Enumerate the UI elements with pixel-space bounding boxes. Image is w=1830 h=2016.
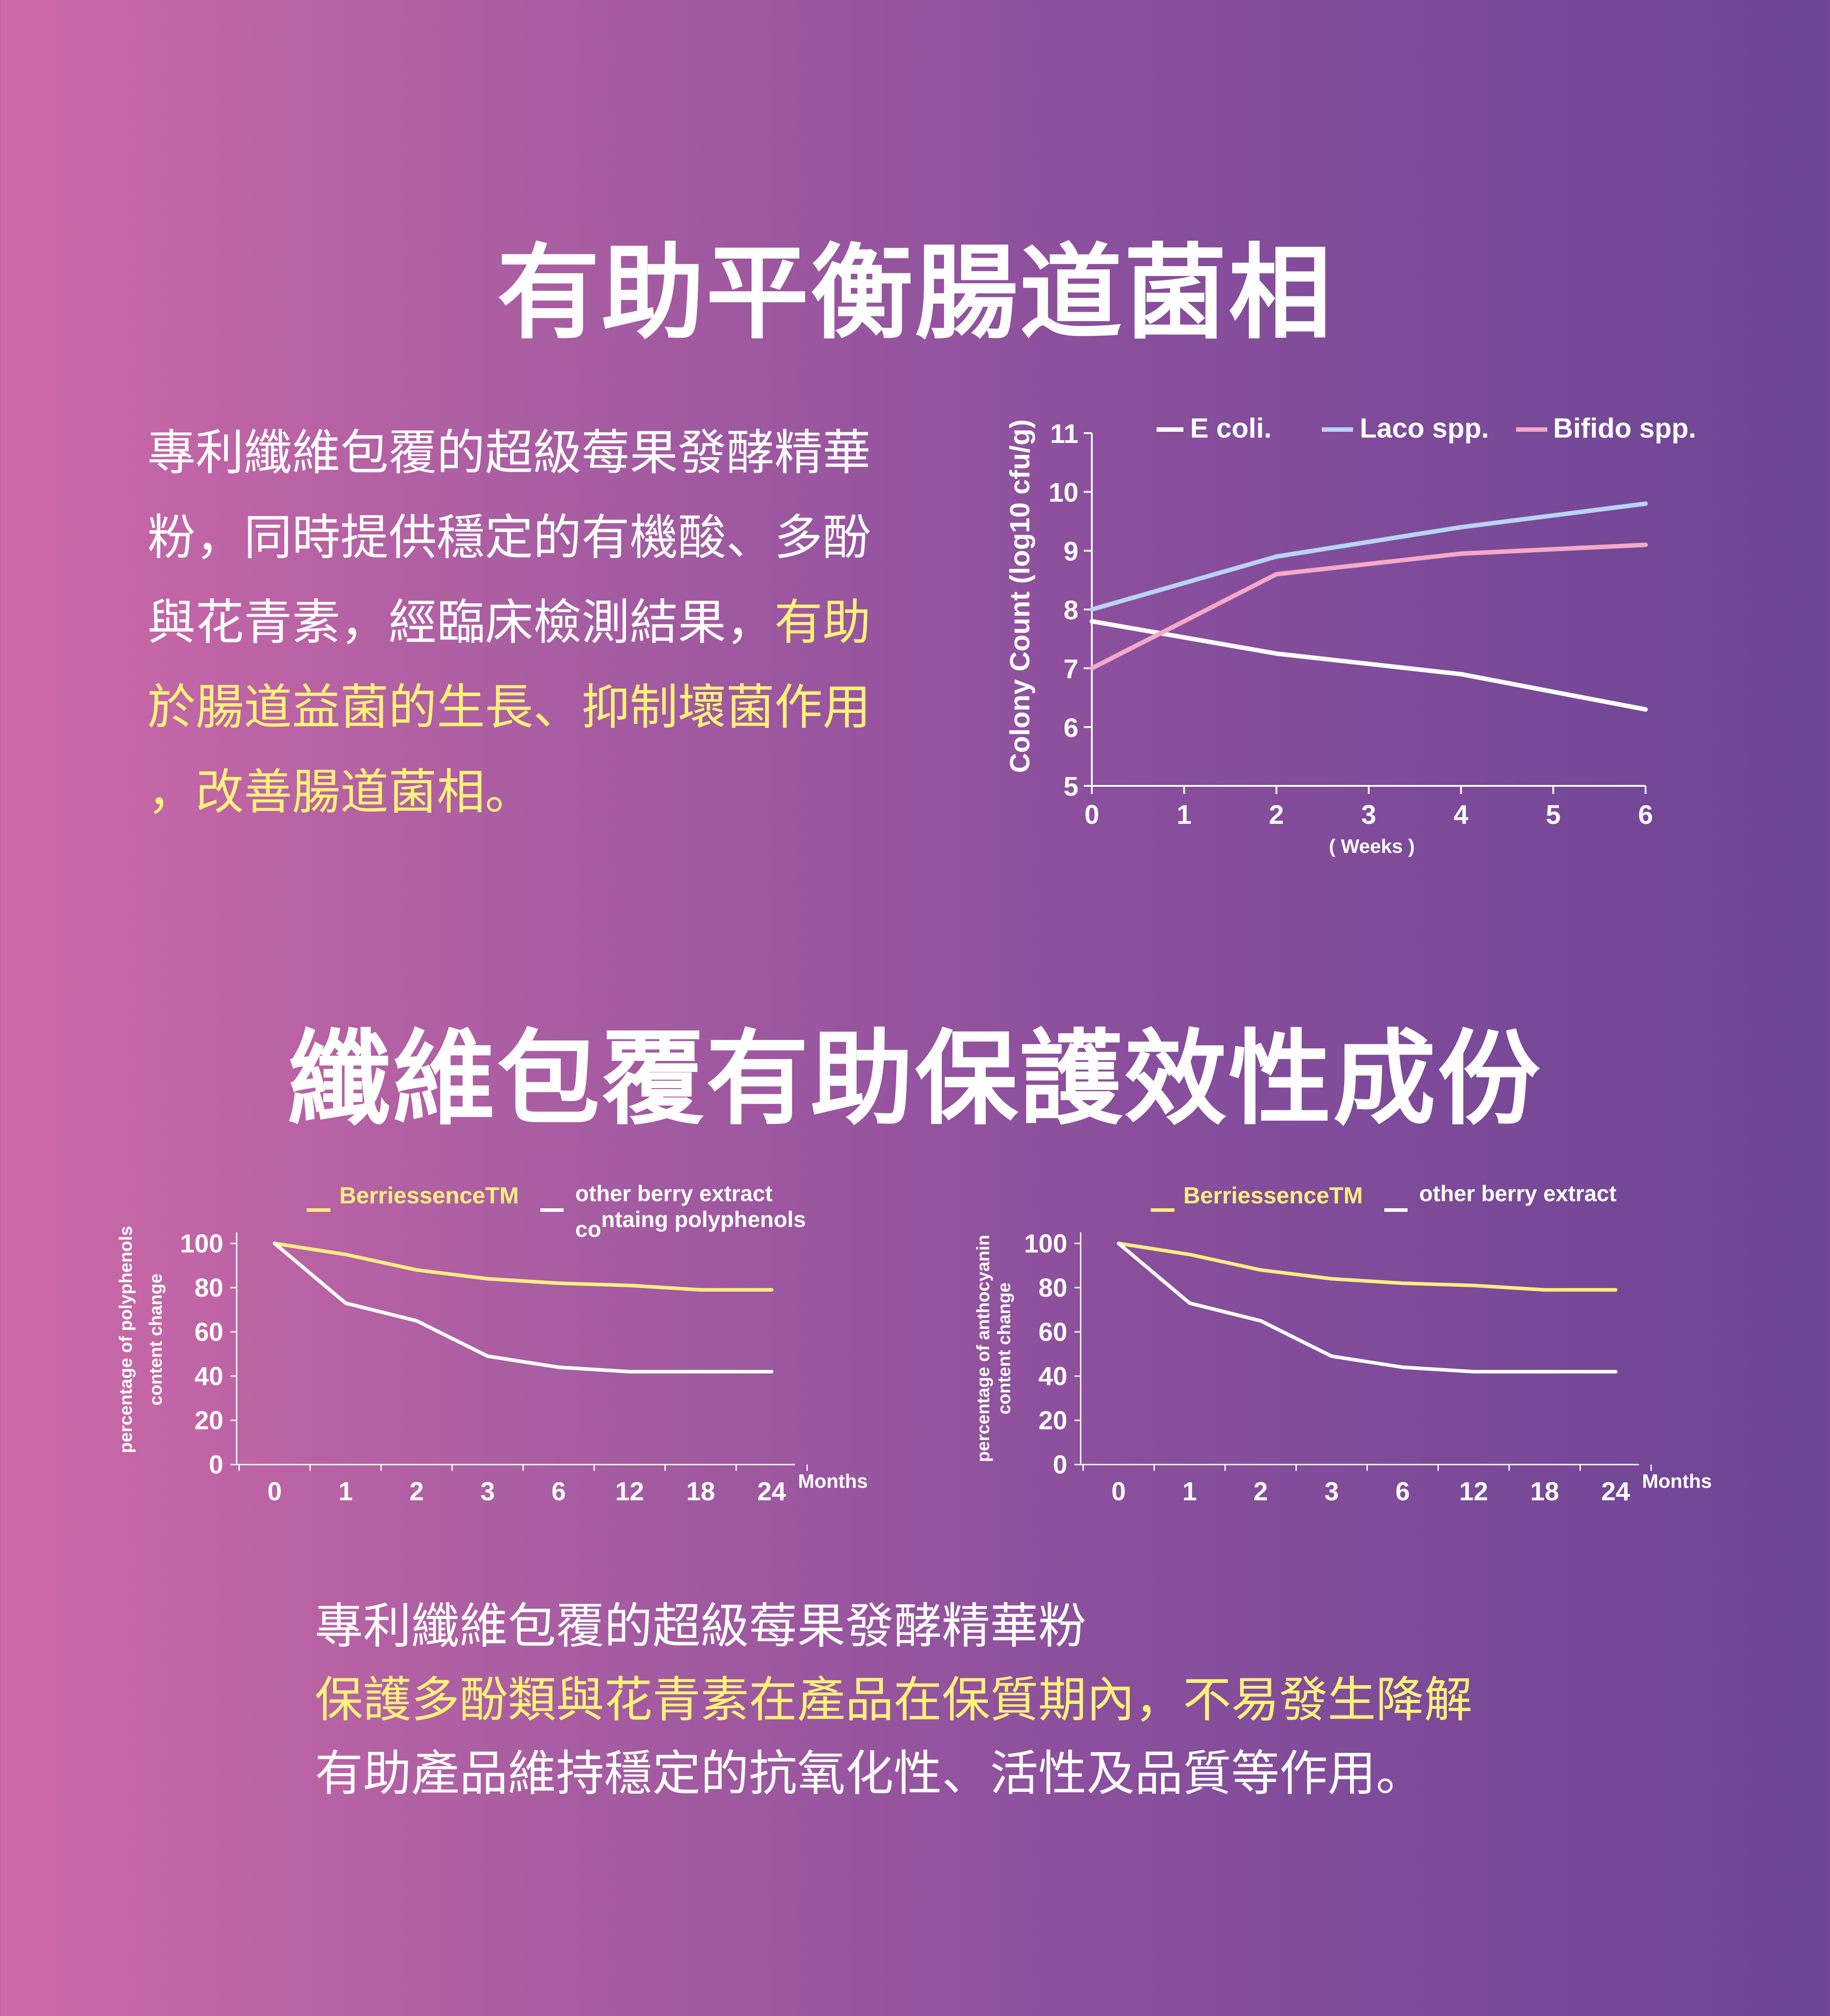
- series-line-laco-spp: [1090, 501, 1648, 612]
- x-tick-label: 12: [1459, 1477, 1488, 1506]
- legend-label-berriessence: BerriessenceTM: [339, 1183, 519, 1209]
- x-tick-label: 18: [686, 1477, 715, 1506]
- y-tick-label: 0: [1053, 1450, 1067, 1479]
- x-tick-label: 6: [1395, 1477, 1410, 1506]
- y-tick-label: 60: [1038, 1318, 1067, 1347]
- series-lines: [273, 1241, 773, 1373]
- y-axis-label-line1: percentage of anthocyanin: [973, 1235, 993, 1462]
- colony-count-chart: E coli. Laco spp. Bifido spp. Colony Cou…: [1005, 413, 1696, 857]
- x-tick-label: 0: [1111, 1477, 1126, 1506]
- paragraph-line: ，改善腸道菌相。: [147, 764, 534, 820]
- x-tick-label: 4: [1454, 800, 1469, 830]
- y-tick-label: 20: [1038, 1406, 1067, 1435]
- chart-legend: E coli. Laco spp. Bifido spp.: [1157, 413, 1696, 444]
- section2-paragraph: 專利纖維包覆的超級莓果發酵精華粉 保護多酚類與花青素在產品在保質期內，不易發生降…: [315, 1590, 1472, 1811]
- legend-label-other: other berry extract: [575, 1181, 773, 1206]
- x-tick-label: 6: [1638, 800, 1653, 830]
- series-line-berriessence: [273, 1241, 773, 1292]
- paragraph-line: 於腸道益菌的生長、抑制壞菌作用: [147, 680, 871, 735]
- series-line-e-coli: [1090, 619, 1648, 712]
- series-line-berriessence: [1117, 1241, 1617, 1292]
- legend-label-other: other berry extract: [1419, 1181, 1617, 1206]
- x-tick-label: 2: [1269, 800, 1284, 830]
- x-tick-label: 3: [1361, 800, 1376, 830]
- y-tick-label: 0: [209, 1450, 223, 1479]
- y-tick-label: 6: [1064, 713, 1078, 743]
- x-tick-label: 1: [1177, 800, 1191, 830]
- x-tick-label: 1: [1182, 1477, 1197, 1506]
- y-tick-label: 40: [194, 1362, 223, 1391]
- x-axis-label: Months: [798, 1470, 868, 1492]
- legend-label-berriessence: BerriessenceTM: [1183, 1183, 1363, 1209]
- paragraph-line: 有助產品維持穩定的抗氧化性、活性及品質等作用。: [315, 1746, 1425, 1802]
- y-tick-label: 80: [1038, 1273, 1067, 1302]
- series-lines: [1090, 501, 1648, 712]
- y-tick-label: 11: [1050, 419, 1078, 449]
- x-tick-label: 2: [409, 1477, 424, 1506]
- x-tick-label: 24: [757, 1477, 786, 1506]
- series-line-other-extract: [273, 1241, 773, 1373]
- y-tick-label: 100: [1024, 1229, 1067, 1258]
- paragraph-line: 與花青素，經臨床檢測結果，有助: [147, 595, 871, 651]
- anthocyanin-chart: BerriessenceTM other berry extract perce…: [973, 1181, 1712, 1506]
- y-tick-label: 80: [194, 1273, 223, 1302]
- y-axis-label-line2: content change: [994, 1282, 1014, 1415]
- x-tick-label: 3: [480, 1477, 495, 1506]
- x-tick-label: 24: [1601, 1477, 1630, 1506]
- x-tick-label: 0: [1084, 800, 1099, 830]
- y-tick-label: 60: [194, 1318, 223, 1347]
- y-tick-label: 8: [1064, 595, 1078, 625]
- x-tick-label: 5: [1546, 800, 1561, 830]
- paragraph-line: 粉，同時提供穩定的有機酸、多酚: [147, 510, 871, 566]
- chart-legend: BerriessenceTM other berry extract: [1151, 1181, 1617, 1212]
- legend-label-e-coli: E coli.: [1190, 413, 1272, 444]
- section1-paragraph: 專利纖維包覆的超級莓果發酵精華 粉，同時提供穩定的有機酸、多酚 與花青素，經臨床…: [147, 411, 871, 835]
- paragraph-line: 專利纖維包覆的超級莓果發酵精華粉: [315, 1599, 1087, 1654]
- x-tick-label: 1: [338, 1477, 353, 1506]
- y-axis-label-line2: content change: [146, 1273, 166, 1406]
- legend-label-other-line2: containg polyphenols: [575, 1207, 806, 1242]
- legend-label-laco: Laco spp.: [1360, 413, 1489, 444]
- section1-title: 有助平衡腸道菌相: [497, 234, 1333, 353]
- y-tick-label: 100: [180, 1229, 223, 1258]
- y-axis-label: Colony Count (log10 cfu/g): [1005, 419, 1036, 773]
- chart-axes: [230, 1232, 808, 1471]
- paragraph-line: 專利纖維包覆的超級莓果發酵精華: [147, 425, 871, 481]
- x-tick-label: 6: [552, 1477, 566, 1506]
- series-line-other-extract: [1117, 1241, 1617, 1373]
- x-tick-label: 12: [615, 1477, 644, 1506]
- chart-axes: [1084, 432, 1646, 794]
- chart-axes: [1074, 1232, 1652, 1471]
- paragraph-line: 保護多酚類與花青素在產品在保質期內，不易發生降解: [315, 1672, 1473, 1728]
- x-tick-label: 18: [1530, 1477, 1559, 1506]
- x-axis-label: ( Weeks ): [1329, 835, 1415, 857]
- y-tick-label: 9: [1064, 536, 1078, 566]
- polyphenols-chart: BerriessenceTM other berry extract conta…: [116, 1181, 868, 1506]
- y-tick-label: 10: [1049, 478, 1078, 508]
- y-tick-label: 40: [1038, 1362, 1067, 1391]
- x-tick-label: 0: [267, 1477, 282, 1506]
- y-tick-label: 5: [1064, 772, 1078, 801]
- legend-label-bifido: Bifido spp.: [1553, 413, 1696, 444]
- tick-labels: 5 6 7 8 9 10 11 0 1 2 3 4 5 6: [1049, 419, 1653, 830]
- x-tick-label: 3: [1324, 1477, 1339, 1506]
- chart-legend: BerriessenceTM other berry extract conta…: [307, 1181, 806, 1242]
- series-line-bifido-spp: [1090, 543, 1648, 671]
- y-axis-label-line1: percentage of polyphenols: [116, 1226, 136, 1453]
- y-tick-label: 7: [1064, 654, 1078, 684]
- x-tick-label: 2: [1253, 1477, 1268, 1506]
- section2-title: 纖維包覆有助保護效性成份: [288, 1020, 1542, 1139]
- series-lines: [1117, 1241, 1617, 1373]
- x-axis-label: Months: [1642, 1470, 1712, 1492]
- y-tick-label: 20: [194, 1406, 223, 1435]
